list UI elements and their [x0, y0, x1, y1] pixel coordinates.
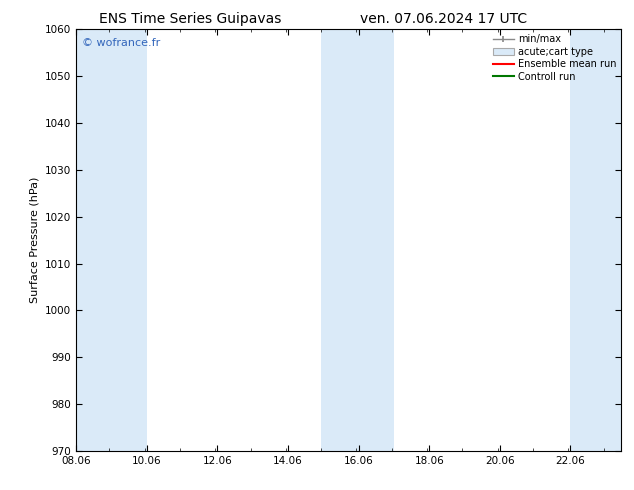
- Bar: [571, 29, 621, 451]
- Legend: min/max, acute;cart type, Ensemble mean run, Controll run: min/max, acute;cart type, Ensemble mean …: [491, 32, 618, 83]
- Bar: [76, 29, 146, 451]
- Text: ven. 07.06.2024 17 UTC: ven. 07.06.2024 17 UTC: [360, 12, 527, 26]
- Text: ENS Time Series Guipavas: ENS Time Series Guipavas: [99, 12, 281, 26]
- Bar: [321, 29, 394, 451]
- Text: © wofrance.fr: © wofrance.fr: [82, 38, 160, 48]
- Y-axis label: Surface Pressure (hPa): Surface Pressure (hPa): [29, 177, 39, 303]
